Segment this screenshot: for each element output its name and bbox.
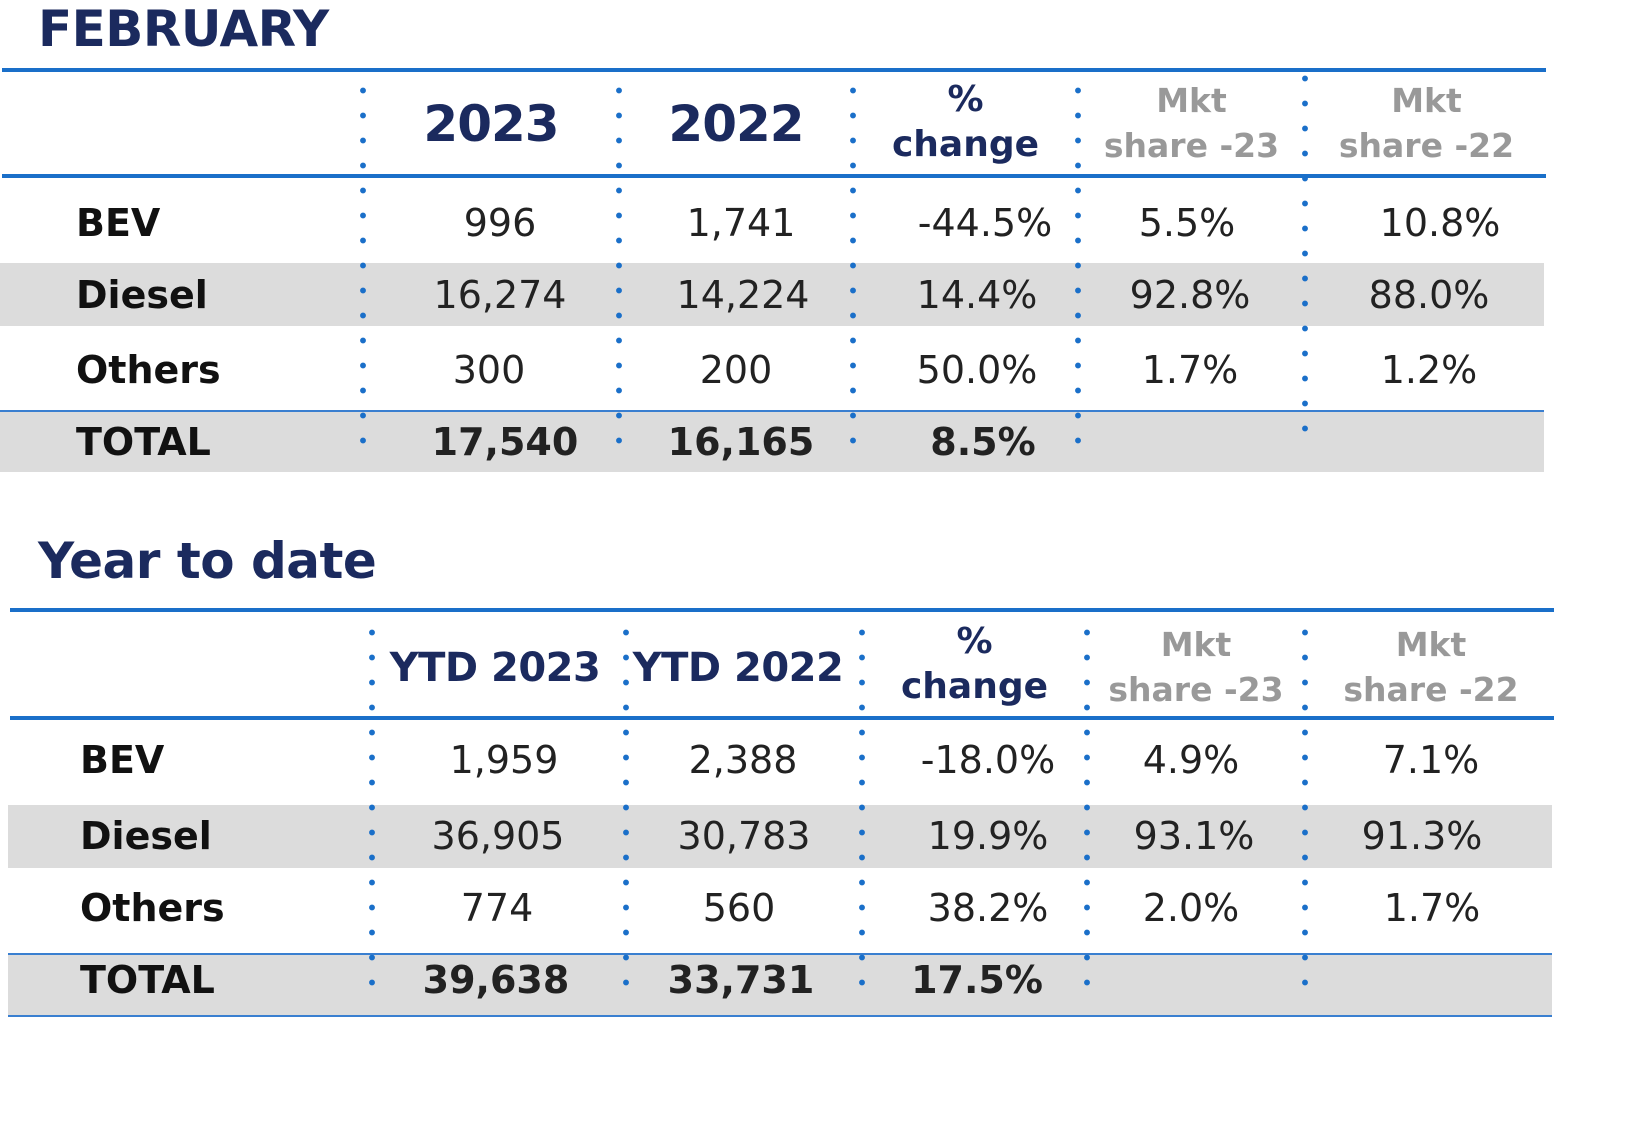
column-divider [368,620,376,1002]
row-band-total [0,411,1544,472]
total-bottom-rule [8,1015,1552,1017]
table-cell: 996 [463,201,537,245]
table-cell: 88.0% [1368,273,1490,317]
row-label-diesel: Diesel [76,273,208,317]
column-divider [849,78,857,460]
february-table: 2023 2022 % change Mkt share -23 Mkt sha… [0,0,1637,500]
table-cell: 17,540 [431,420,579,464]
row-band-total [8,954,1552,1016]
table-cell: 4.9% [1142,738,1240,782]
table-cell: 39,638 [422,958,570,1002]
table-cell: 14.4% [916,273,1038,317]
table-cell: 16,165 [667,420,815,464]
table-cell: 200 [699,348,773,392]
table-cell: 7.1% [1382,738,1480,782]
column-divider [359,78,367,460]
table-cell: 19.9% [927,814,1049,858]
table-cell: 38.2% [927,886,1049,930]
column-divider [1301,66,1309,448]
table-cell: 33,731 [667,958,815,1002]
table-cell: 1,741 [686,201,796,245]
header-market-share-current: Mkt share -23 [1108,625,1284,709]
table-cell: 2,388 [688,738,798,782]
column-divider [615,78,623,460]
row-label-bev: BEV [80,738,165,782]
table-cell: 300 [452,348,526,392]
total-top-rule [8,953,1552,955]
header-market-share-previous: Mkt share -22 [1338,81,1515,165]
table-cell: 1.2% [1380,348,1478,392]
column-divider [1301,620,1309,1002]
row-label-total: TOTAL [76,420,211,464]
table-cell: 5.5% [1138,201,1236,245]
column-divider [1074,78,1082,460]
total-top-rule [0,410,1544,412]
year-to-date-title: Year to date [38,532,377,590]
table-cell: 17.5% [911,958,1043,1002]
column-divider [622,620,630,1002]
row-label-total: TOTAL [80,958,215,1002]
table-cell: 30,783 [677,814,811,858]
column-divider [858,620,866,1002]
row-label-others: Others [80,886,225,930]
row-label-others: Others [76,348,221,392]
header-bottom-rule [10,716,1554,720]
table-cell: 91.3% [1361,814,1483,858]
column-divider [1083,620,1091,1002]
header-ytd-current: YTD 2023 [389,645,601,691]
table-cell: -18.0% [920,738,1056,782]
row-band-diesel [0,263,1544,326]
header-market-share-previous: Mkt share -22 [1343,625,1519,709]
table-cell: 14,224 [676,273,810,317]
header-market-share-current: Mkt share -23 [1103,81,1280,165]
row-label-diesel: Diesel [80,814,212,858]
header-year-current: 2023 [423,95,559,153]
table-cell: -44.5% [917,201,1053,245]
header-ytd-previous: YTD 2022 [632,645,844,691]
table-cell: 560 [702,886,776,930]
row-band-diesel [8,805,1552,868]
row-label-bev: BEV [76,201,161,245]
table-cell: 93.1% [1133,814,1255,858]
header-top-rule [10,608,1554,612]
header-percent-change: % change [891,79,1040,165]
header-top-rule [2,68,1546,72]
february-title: FEBRUARY [38,0,329,58]
header-percent-change: % change [900,621,1049,707]
table-cell: 10.8% [1379,201,1501,245]
header-year-previous: 2022 [668,95,804,153]
table-cell: 36,905 [431,814,565,858]
table-cell: 1.7% [1141,348,1239,392]
table-cell: 774 [460,886,534,930]
table-cell: 8.5% [930,420,1036,464]
table-cell: 92.8% [1129,273,1251,317]
table-cell: 16,274 [433,273,567,317]
header-bottom-rule [2,174,1546,178]
table-cell: 2.0% [1142,886,1240,930]
table-cell: 1.7% [1383,886,1481,930]
table-cell: 1,959 [449,738,559,782]
table-cell: 50.0% [916,348,1038,392]
